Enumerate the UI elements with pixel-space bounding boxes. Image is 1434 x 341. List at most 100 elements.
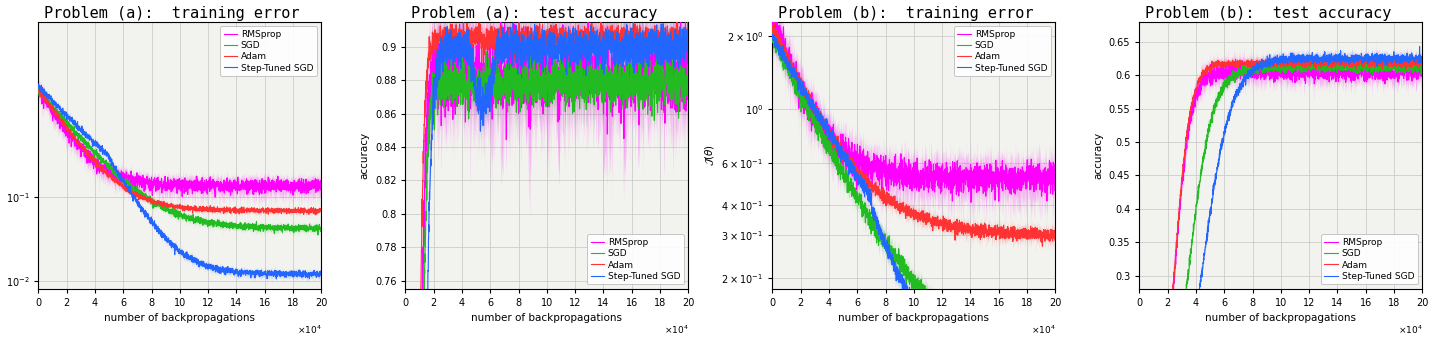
RMSprop <box>1047 177 1064 181</box>
SGD <box>893 268 911 272</box>
SGD <box>619 87 637 91</box>
RMSprop <box>32 84 49 88</box>
SGD <box>1286 56 1304 60</box>
RMSprop <box>1260 78 1278 82</box>
RMSprop <box>1038 185 1055 189</box>
Legend: RMSprop, SGD, Adam, Step-Tuned SGD: RMSprop, SGD, Adam, Step-Tuned SGD <box>587 234 684 284</box>
Text: $\times10^4$: $\times10^4$ <box>1031 324 1055 336</box>
RMSprop <box>535 102 552 106</box>
Step-Tuned SGD <box>764 33 782 37</box>
Adam <box>619 38 637 42</box>
Text: $\times10^4$: $\times10^4$ <box>297 324 321 336</box>
Adam <box>307 213 324 217</box>
Step-Tuned SGD <box>268 277 285 281</box>
Line: SGD: SGD <box>39 88 321 235</box>
SGD <box>1354 68 1371 72</box>
Adam <box>44 108 62 112</box>
Legend: RMSprop, SGD, Adam, Step-Tuned SGD: RMSprop, SGD, Adam, Step-Tuned SGD <box>1321 234 1418 284</box>
RMSprop <box>304 186 321 190</box>
Line: Adam: Adam <box>1140 57 1423 341</box>
Adam <box>1328 55 1345 59</box>
Adam <box>1354 61 1371 65</box>
Step-Tuned SGD <box>779 55 796 59</box>
RMSprop <box>313 183 330 187</box>
RMSprop <box>1405 71 1423 75</box>
SGD <box>671 74 688 78</box>
Text: Problem (b):  training error: Problem (b): training error <box>779 5 1034 20</box>
Adam <box>1414 59 1431 63</box>
Adam <box>32 87 49 91</box>
Y-axis label: $\mathcal{J}(\theta)$: $\mathcal{J}(\theta)$ <box>703 144 716 166</box>
Line: SGD: SGD <box>406 44 688 341</box>
Adam <box>304 209 321 213</box>
SGD <box>671 57 688 61</box>
Line: SGD: SGD <box>773 29 1055 341</box>
RMSprop <box>1354 63 1371 67</box>
Line: Step-Tuned SGD: Step-Tuned SGD <box>39 84 321 279</box>
Line: RMSprop: RMSprop <box>39 86 321 197</box>
X-axis label: number of backpropagations: number of backpropagations <box>105 313 255 324</box>
SGD <box>764 41 782 45</box>
Adam <box>671 28 688 32</box>
Text: $\times10^4$: $\times10^4$ <box>1398 324 1423 336</box>
Adam <box>987 228 1004 232</box>
Adam <box>535 41 552 45</box>
RMSprop <box>671 79 688 83</box>
Step-Tuned SGD <box>535 39 552 43</box>
Adam <box>161 203 178 207</box>
SGD <box>987 337 1004 341</box>
RMSprop <box>1038 183 1055 187</box>
SGD <box>252 224 270 228</box>
Line: RMSprop: RMSprop <box>773 10 1055 202</box>
RMSprop <box>779 64 796 68</box>
SGD <box>1269 63 1286 67</box>
SGD <box>30 86 47 90</box>
X-axis label: number of backpropagations: number of backpropagations <box>472 313 622 324</box>
Line: Adam: Adam <box>39 89 321 215</box>
SGD <box>671 42 688 46</box>
Step-Tuned SGD <box>764 32 782 36</box>
RMSprop <box>30 89 47 93</box>
Adam <box>526 26 543 30</box>
Step-Tuned SGD <box>625 15 642 19</box>
RMSprop <box>1326 56 1344 60</box>
Step-Tuned SGD <box>30 84 47 88</box>
Step-Tuned SGD <box>1405 60 1423 64</box>
RMSprop <box>1405 75 1423 79</box>
SGD <box>779 66 796 71</box>
RMSprop <box>161 178 178 182</box>
Line: Step-Tuned SGD: Step-Tuned SGD <box>1140 47 1423 341</box>
Step-Tuned SGD <box>1405 58 1423 62</box>
RMSprop <box>252 191 270 195</box>
SGD <box>168 210 185 214</box>
Adam <box>1038 232 1055 236</box>
RMSprop <box>671 55 688 59</box>
Step-Tuned SGD <box>313 271 330 276</box>
Step-Tuned SGD <box>1260 60 1278 64</box>
Adam <box>1269 61 1286 65</box>
Adam <box>1038 234 1055 238</box>
RMSprop <box>962 200 979 204</box>
Text: Problem (a):  test accuracy: Problem (a): test accuracy <box>412 5 657 20</box>
RMSprop <box>168 180 185 184</box>
Line: Adam: Adam <box>406 19 688 341</box>
Text: Problem (a):  training error: Problem (a): training error <box>44 5 300 20</box>
Y-axis label: accuracy: accuracy <box>1093 132 1103 179</box>
Adam <box>671 33 688 38</box>
SGD <box>1260 65 1278 69</box>
SGD <box>313 225 330 229</box>
Adam <box>1047 234 1064 238</box>
Step-Tuned SGD <box>30 82 47 86</box>
SGD <box>526 87 543 91</box>
Text: $\times10^4$: $\times10^4$ <box>664 324 688 336</box>
SGD <box>30 86 47 90</box>
RMSprop <box>44 109 62 114</box>
RMSprop <box>987 172 1004 176</box>
RMSprop <box>680 73 697 77</box>
Text: Problem (b):  test accuracy: Problem (b): test accuracy <box>1144 5 1391 20</box>
Adam <box>680 32 697 36</box>
X-axis label: number of backpropagations: number of backpropagations <box>1206 313 1357 324</box>
RMSprop <box>397 295 414 299</box>
SGD <box>44 104 62 108</box>
Line: RMSprop: RMSprop <box>406 19 688 297</box>
